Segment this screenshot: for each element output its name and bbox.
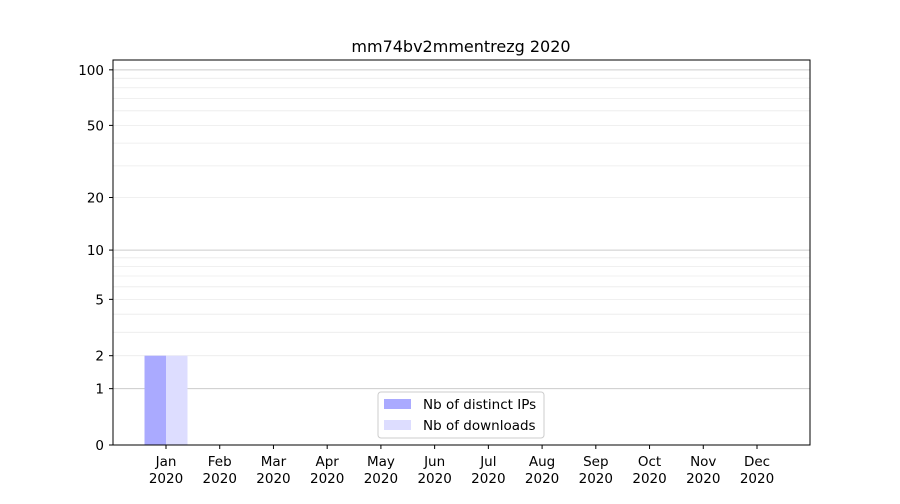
bar-downloads xyxy=(166,355,188,445)
x-tick-label: Jun xyxy=(423,454,445,470)
x-tick-label: Aug xyxy=(529,454,555,470)
x-tick-label: 2020 xyxy=(310,471,344,487)
x-tick-label: May xyxy=(367,454,395,470)
y-tick-label: 5 xyxy=(95,292,104,308)
y-tick-label: 100 xyxy=(78,63,104,79)
legend-swatch-ips xyxy=(384,399,411,409)
y-axis: 0 1 2 5 10 20 50 100 xyxy=(78,63,113,454)
x-tick-label: Jul xyxy=(479,454,496,470)
x-tick-label: 2020 xyxy=(471,471,505,487)
x-tick-label: 2020 xyxy=(686,471,720,487)
x-tick-label: 2020 xyxy=(632,471,666,487)
bar-ips xyxy=(144,355,166,445)
legend-label-ips: Nb of distinct IPs xyxy=(423,397,536,413)
y-tick-label: 1 xyxy=(95,382,104,398)
legend-swatch-downloads xyxy=(384,420,411,430)
y-tick-label: 2 xyxy=(95,349,104,365)
x-tick-label: 2020 xyxy=(417,471,451,487)
x-tick-label: 2020 xyxy=(149,471,183,487)
x-tick-label: Nov xyxy=(690,454,716,470)
x-tick-label: Dec xyxy=(744,454,770,470)
x-tick-label: Apr xyxy=(316,454,340,470)
x-tick-label: 2020 xyxy=(256,471,290,487)
y-tick-label: 50 xyxy=(87,118,104,134)
x-tick-label: 2020 xyxy=(579,471,613,487)
grid xyxy=(113,69,810,390)
x-tick-label: Oct xyxy=(638,454,661,470)
x-tick-label: 2020 xyxy=(740,471,774,487)
y-tick-label: 10 xyxy=(87,243,104,259)
x-tick-label: Mar xyxy=(261,454,287,470)
x-axis: Jan2020Feb2020Mar2020Apr2020May2020Jun20… xyxy=(149,445,774,487)
x-tick-label: 2020 xyxy=(525,471,559,487)
bars xyxy=(144,355,188,445)
x-tick-label: Feb xyxy=(208,454,232,470)
y-tick-label: 0 xyxy=(95,438,104,454)
plot-frame xyxy=(112,59,811,446)
legend: Nb of distinct IPs Nb of downloads xyxy=(377,391,545,439)
y-tick-label: 20 xyxy=(87,191,104,207)
x-tick-label: 2020 xyxy=(364,471,398,487)
x-tick-label: Sep xyxy=(583,454,608,470)
x-tick-label: 2020 xyxy=(203,471,237,487)
chart-title: mm74bv2mmentrezg 2020 xyxy=(351,37,570,56)
x-tick-label: Jan xyxy=(155,454,177,470)
legend-label-downloads: Nb of downloads xyxy=(423,418,536,434)
